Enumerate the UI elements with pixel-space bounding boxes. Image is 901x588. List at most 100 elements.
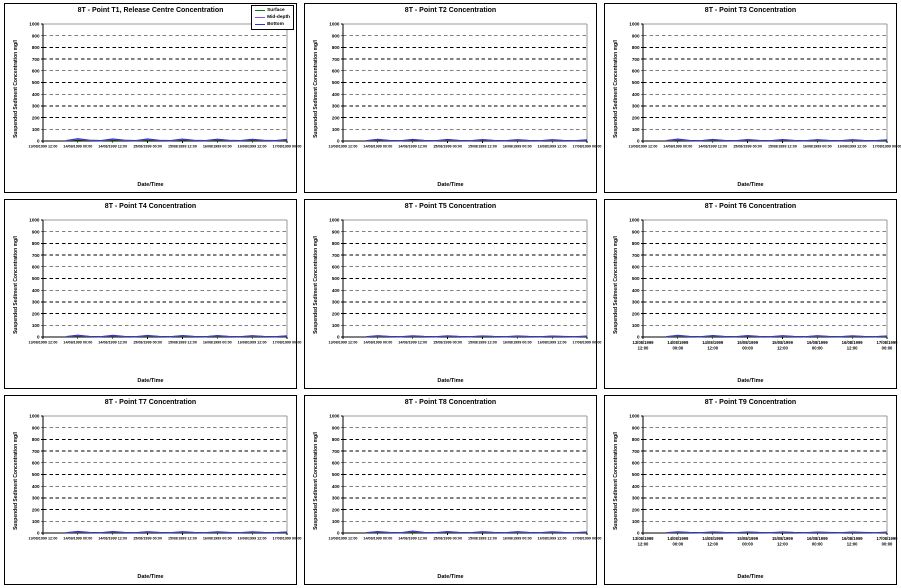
svg-text:13/08/1999 12:00: 13/08/1999 12:00 — [29, 341, 58, 345]
gridlines — [643, 35, 887, 130]
svg-text:100: 100 — [332, 127, 340, 132]
legend-label: Surface — [267, 8, 285, 13]
svg-text:16/08/1999 12:00: 16/08/1999 12:00 — [238, 537, 267, 541]
svg-text:14/08/1999 00:00: 14/08/1999 00:00 — [63, 341, 92, 345]
svg-text:16/08/1999: 16/08/1999 — [807, 340, 829, 345]
svg-text:12:00: 12:00 — [777, 346, 788, 351]
svg-text:12:00: 12:00 — [847, 346, 858, 351]
svg-text:0: 0 — [337, 139, 340, 144]
svg-text:15/08/1999 00:00: 15/08/1999 00:00 — [433, 341, 462, 345]
surface-line-swatch — [255, 10, 266, 11]
svg-text:100: 100 — [32, 323, 40, 328]
x-axis-title: Date/Time — [137, 378, 164, 384]
svg-text:14/08/1999 12:00: 14/08/1999 12:00 — [98, 537, 127, 541]
svg-text:500: 500 — [632, 80, 640, 85]
svg-text:500: 500 — [32, 276, 40, 281]
svg-text:15/08/1999 00:00: 15/08/1999 00:00 — [733, 145, 762, 149]
gridlines — [343, 427, 587, 522]
svg-text:12:00: 12:00 — [707, 346, 718, 351]
svg-text:13/08/1999 12:00: 13/08/1999 12:00 — [329, 145, 358, 149]
svg-text:600: 600 — [32, 461, 40, 466]
chart-title: 8T - Point T1, Release Centre Concentrat… — [77, 7, 224, 14]
svg-text:200: 200 — [332, 115, 340, 120]
svg-text:800: 800 — [332, 241, 340, 246]
svg-text:15/08/1999 12:00: 15/08/1999 12:00 — [468, 537, 497, 541]
svg-text:13/08/1999 12:00: 13/08/1999 12:00 — [629, 145, 658, 149]
svg-text:800: 800 — [332, 45, 340, 50]
svg-text:500: 500 — [32, 80, 40, 85]
svg-text:15/08/1999 00:00: 15/08/1999 00:00 — [133, 341, 162, 345]
legend-label: Mid-depth — [267, 15, 290, 20]
svg-text:100: 100 — [32, 519, 40, 524]
svg-text:14/08/1999 12:00: 14/08/1999 12:00 — [698, 145, 727, 149]
svg-text:0: 0 — [37, 139, 40, 144]
svg-text:700: 700 — [332, 57, 340, 62]
svg-text:700: 700 — [332, 253, 340, 258]
svg-text:15/08/1999: 15/08/1999 — [737, 536, 759, 541]
svg-text:100: 100 — [632, 519, 640, 524]
svg-text:16/08/1999 12:00: 16/08/1999 12:00 — [838, 145, 867, 149]
svg-text:12:00: 12:00 — [638, 346, 649, 351]
y-tick-labels: 0 100 200 300 400 500 600 700 800 900 1000 — [329, 414, 340, 536]
x-tick-labels: 13/08/1999 12:00 14/08/1999 00:00 14/08/19… — [29, 145, 302, 149]
svg-text:13/08/1999 12:00: 13/08/1999 12:00 — [29, 537, 58, 541]
svg-text:0: 0 — [337, 335, 340, 340]
svg-text:500: 500 — [332, 80, 340, 85]
series-line-bottom — [366, 335, 588, 338]
svg-text:15/08/1999: 15/08/1999 — [772, 536, 794, 541]
chart-title: 8T - Point T5 Concentration — [404, 203, 497, 210]
gridlines — [643, 231, 887, 326]
svg-text:900: 900 — [632, 33, 640, 38]
chart-title: 8T - Point T6 Concentration — [704, 203, 797, 210]
svg-text:400: 400 — [32, 288, 40, 293]
svg-text:900: 900 — [632, 425, 640, 430]
svg-text:900: 900 — [332, 425, 340, 430]
svg-text:14/08/1999 00:00: 14/08/1999 00:00 — [363, 537, 392, 541]
axis-lines — [641, 219, 888, 339]
plot-area: 0 100 200 300 400 500 600 700 800 900 1000 13/08/19… — [29, 414, 302, 541]
svg-text:0: 0 — [37, 335, 40, 340]
svg-text:500: 500 — [332, 472, 340, 477]
axis-lines — [41, 23, 288, 143]
svg-text:1000: 1000 — [629, 414, 640, 419]
plot-area: 0 100 200 300 400 500 600 700 800 900 1000 13/08/19… — [629, 22, 901, 149]
axis-lines — [641, 23, 888, 143]
svg-text:200: 200 — [332, 507, 340, 512]
series-line-bottom — [66, 334, 288, 338]
svg-text:12:00: 12:00 — [777, 542, 788, 547]
svg-text:14/08/1999 12:00: 14/08/1999 12:00 — [398, 145, 427, 149]
svg-text:12:00: 12:00 — [707, 542, 718, 547]
svg-text:14/08/1999: 14/08/1999 — [702, 536, 724, 541]
svg-text:900: 900 — [332, 33, 340, 38]
svg-text:17/08/1999 00:00: 17/08/1999 00:00 — [273, 145, 302, 149]
chart-title: 8T - Point T3 Concentration — [704, 7, 797, 14]
x-axis-title: Date/Time — [137, 182, 164, 188]
svg-text:900: 900 — [32, 33, 40, 38]
series-line-bottom — [366, 138, 588, 142]
chart-title: 8T - Point T2 Concentration — [404, 7, 497, 14]
svg-text:800: 800 — [332, 437, 340, 442]
svg-text:17/08/1999 00:00: 17/08/1999 00:00 — [873, 145, 901, 149]
svg-text:00:00: 00:00 — [812, 346, 823, 351]
mid-depth-line-swatch — [255, 17, 266, 18]
svg-text:100: 100 — [632, 323, 640, 328]
svg-text:00:00: 00:00 — [672, 542, 683, 547]
svg-text:14/08/1999 12:00: 14/08/1999 12:00 — [98, 341, 127, 345]
y-tick-labels: 0 100 200 300 400 500 600 700 800 900 1000 — [629, 414, 640, 536]
y-tick-labels: 0 100 200 300 400 500 600 700 800 900 1000 — [629, 22, 640, 144]
svg-text:600: 600 — [632, 461, 640, 466]
series-line-bottom — [666, 531, 888, 534]
svg-text:15/08/1999: 15/08/1999 — [772, 340, 794, 345]
svg-text:700: 700 — [632, 253, 640, 258]
series-line-bottom — [66, 138, 288, 142]
svg-text:500: 500 — [632, 472, 640, 477]
axis-lines — [341, 415, 588, 535]
svg-text:14/08/1999: 14/08/1999 — [667, 536, 689, 541]
legend: Surface Mid-depth Bottom — [251, 5, 294, 30]
svg-text:900: 900 — [32, 229, 40, 234]
svg-text:700: 700 — [32, 57, 40, 62]
svg-text:400: 400 — [332, 92, 340, 97]
svg-text:1000: 1000 — [629, 22, 640, 27]
svg-text:100: 100 — [32, 127, 40, 132]
svg-text:15/08/1999 12:00: 15/08/1999 12:00 — [768, 145, 797, 149]
